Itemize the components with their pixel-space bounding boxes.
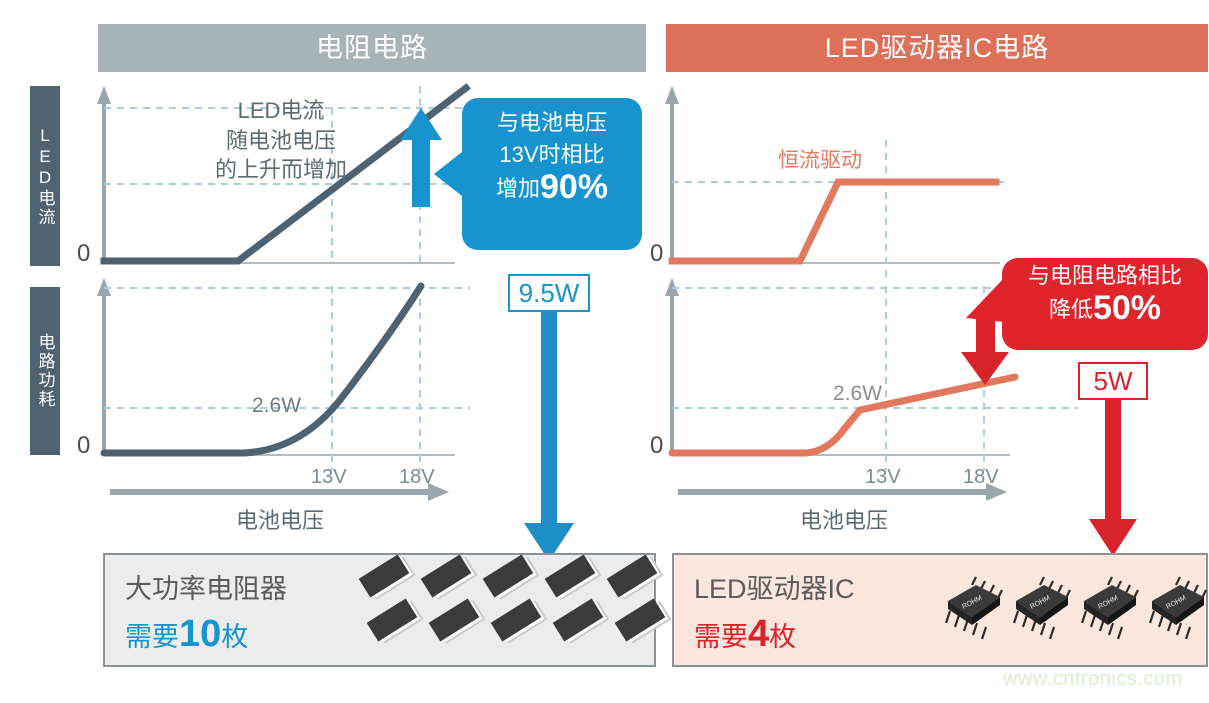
resistor-chip — [482, 554, 534, 598]
zero-label-right-power: 0 — [650, 432, 664, 459]
value-box-5w: 5W — [1078, 362, 1148, 400]
right-current-annotation: 恒流驱动 — [778, 149, 862, 172]
callout-red-line2-prefix: 降低 — [1048, 297, 1093, 322]
zero-label-left-power: 0 — [77, 432, 91, 459]
led-driver-ic-chip: ROHM — [1146, 571, 1209, 650]
left-power-2-6w-label: 2.6W — [252, 394, 302, 417]
red-callout-tail — [966, 278, 1004, 322]
zero-label-right-current: 0 — [650, 240, 664, 267]
led-driver-ic-chip: ROHM — [1010, 571, 1074, 650]
x-axis-label-right: 电池电压 — [799, 508, 888, 533]
resistor-chip — [358, 554, 410, 598]
bottom-left-count-suffix: 枚 — [221, 622, 249, 652]
right-power-2-6w-label: 2.6W — [833, 382, 883, 405]
bottom-right-count-number: 4 — [748, 613, 770, 655]
callout-red-line2: 降低50% — [1002, 289, 1208, 327]
resistor-chip — [614, 598, 666, 642]
resistor-chip — [544, 554, 596, 598]
zero-label-left-current: 0 — [77, 240, 91, 267]
led-driver-ic-chip: ROHM — [1078, 571, 1142, 650]
x-axis-label-left: 电池电压 — [235, 508, 324, 533]
bottom-right-count-prefix: 需要 — [694, 622, 748, 652]
panel-header-led-driver: LED驱动器IC电路 — [666, 24, 1208, 72]
x-tick-left-13v: 13V — [311, 466, 347, 488]
blue-callout-tail — [434, 152, 462, 196]
site-watermark: www.cntronics.com — [1003, 668, 1183, 690]
bottom-left-count: 需要10枚 — [125, 613, 248, 656]
left-current-annotation: LED电流 随电池电压 的上升而增加 — [176, 96, 386, 185]
resistor-chip — [366, 598, 418, 642]
callout-red-percent: 50% — [1092, 289, 1162, 327]
value-box-9-5w: 9.5W — [508, 274, 590, 312]
resistor-chip — [428, 598, 480, 642]
bottom-box-led-driver-ics: LED驱动器IC 需要4枚 ROHM ROHM ROHM ROHM — [672, 553, 1208, 667]
led-driver-ic-chip: ROHM — [942, 571, 1006, 650]
x-tick-right-13v: 13V — [865, 466, 901, 488]
y-axis-label-circuit-power: 电路功耗 — [30, 287, 60, 455]
resistor-chip — [552, 598, 604, 642]
blue-up-arrow-icon — [400, 108, 442, 207]
resistor-chip — [606, 554, 658, 598]
blue-down-arrow-icon — [524, 310, 574, 561]
bottom-box-resistors: 大功率电阻器 需要10枚 — [103, 553, 666, 667]
bottom-left-title: 大功率电阻器 — [125, 574, 287, 604]
x-tick-left-18v: 18V — [399, 466, 435, 488]
callout-blue-percent: 90% — [539, 168, 609, 206]
callout-blue-line3: 增加90% — [462, 168, 642, 206]
bottom-left-count-prefix: 需要 — [125, 622, 179, 652]
bottom-right-count: 需要4枚 — [694, 613, 796, 656]
red-long-down-arrow-icon — [1089, 398, 1137, 556]
left-current-annotation-line3: 的上升而增加 — [214, 157, 347, 183]
bottom-right-count-suffix: 枚 — [769, 622, 797, 652]
x-tick-right-18v: 18V — [963, 466, 999, 488]
callout-blue-line1: 与电池电压 — [496, 110, 607, 135]
resistor-chip — [420, 554, 472, 598]
bottom-right-title: LED驱动器IC — [694, 574, 855, 604]
left-current-annotation-line2: 随电池电压 — [225, 127, 336, 153]
callout-blue-line3-prefix: 增加 — [495, 176, 540, 201]
callout-current-increase: 与电池电压 13V时相比 增加90% — [462, 98, 642, 250]
panel-header-resistor: 电阻电路 — [98, 24, 646, 72]
left-current-annotation-line1: LED电流 — [237, 98, 325, 123]
callout-red-line1: 与电阻电路相比 — [1027, 263, 1182, 288]
callout-blue-line2: 13V时相比 — [499, 142, 605, 167]
callout-power-reduction: 与电阻电路相比 降低50% — [1002, 258, 1208, 350]
bottom-left-count-number: 10 — [179, 613, 222, 655]
y-axis-label-led-current: LED电流 — [30, 86, 60, 266]
resistor-chip — [490, 598, 542, 642]
